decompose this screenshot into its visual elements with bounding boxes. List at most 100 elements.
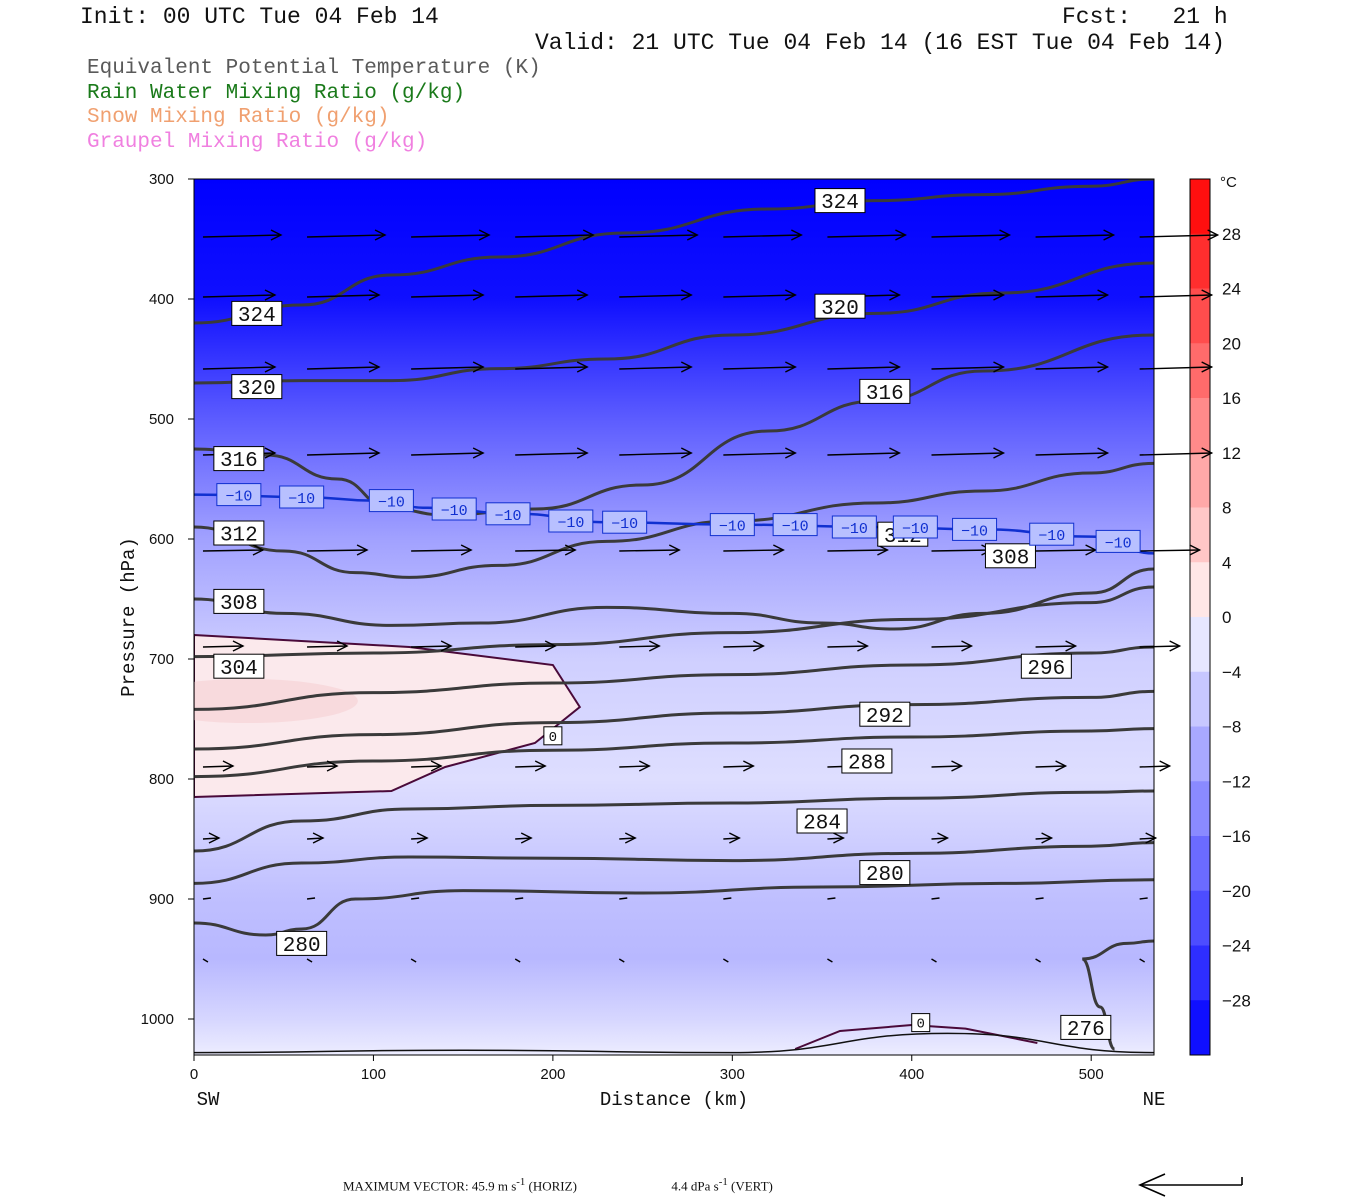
wind-vector-head — [430, 760, 443, 772]
wind-vector — [1139, 897, 1148, 900]
legend-rain: Rain Water Mixing Ratio (g/kg) — [87, 82, 466, 105]
wind-vector-head — [208, 832, 221, 844]
isotherm-label-box — [1095, 529, 1141, 553]
isotherm-label: −10 — [961, 523, 988, 540]
y-tick-label: 300 — [149, 171, 174, 188]
wind-vector-head — [638, 760, 651, 772]
wind-vector — [307, 765, 338, 768]
wind-vector — [1139, 837, 1156, 840]
colorbar-tick-label: 28 — [1222, 225, 1241, 244]
y-tick-label: 500 — [149, 411, 174, 428]
wind-vector-head — [743, 760, 755, 772]
isotherm-label-box — [709, 513, 755, 537]
theta-e-contour — [194, 585, 1154, 659]
wind-vector — [202, 645, 243, 648]
temperature-fill — [194, 179, 1154, 1055]
warm-region — [194, 633, 582, 799]
contour-label-box — [984, 543, 1036, 569]
wind-vector-head — [576, 361, 589, 373]
wind-vector — [827, 837, 844, 840]
y-tick-label: 400 — [149, 291, 174, 308]
reference-vector-head — [1138, 1173, 1166, 1197]
wind-vector-head — [264, 289, 277, 301]
isotherm-label: −10 — [719, 519, 746, 536]
contour-label: 320 — [821, 298, 859, 321]
wind-vector — [1139, 765, 1170, 768]
wind-vector — [306, 897, 316, 900]
contour-label: 276 — [1067, 1019, 1105, 1042]
colorbar-bin — [1190, 1000, 1210, 1056]
contour-label-box — [213, 653, 265, 679]
colorbar-tick-label: −4 — [1222, 663, 1241, 682]
vert-value: 4.4 dPa s — [671, 1178, 719, 1194]
wind-vector — [515, 549, 576, 552]
wind-vector — [307, 837, 324, 840]
colorbar-bin — [1190, 179, 1210, 235]
isotherm-label-box — [548, 509, 594, 533]
contour-label: 324 — [238, 305, 276, 328]
wind-vector — [723, 452, 796, 456]
wind-vector-head — [576, 289, 589, 301]
wind-vector — [931, 294, 1004, 298]
theta-e-contour — [194, 261, 1154, 385]
wind-vector-head — [785, 289, 797, 301]
wind-vector — [515, 645, 556, 648]
contour-label-box — [1020, 653, 1072, 679]
y-tick-label: 600 — [149, 531, 174, 548]
x-tick-label: 0 — [190, 1066, 198, 1083]
colorbar-bin — [1190, 836, 1210, 892]
wind-vector — [1139, 958, 1146, 963]
wind-vector — [619, 294, 692, 298]
vert-exp: -1 — [718, 1176, 728, 1188]
wind-vector — [1035, 366, 1108, 370]
horiz-value: 45.9 m s — [471, 1178, 517, 1194]
wind-vector-head — [937, 832, 950, 844]
wind-vector-head — [582, 229, 595, 241]
wind-vector — [515, 837, 532, 840]
contour-label: 288 — [848, 753, 886, 776]
colorbar-bin — [1190, 452, 1210, 508]
contour-label: 280 — [283, 935, 321, 958]
contour-label: 324 — [821, 192, 859, 215]
wind-vector — [202, 897, 212, 900]
wind-vector — [307, 452, 380, 456]
wind-vector — [411, 452, 484, 456]
isotherm-label-box — [772, 513, 818, 537]
wind-vector-head — [440, 640, 453, 652]
max-vector-label: MAXIMUM VECTOR: — [343, 1178, 469, 1194]
y-tick-label: 700 — [149, 651, 174, 668]
y-axis-label: Pressure (hPa) — [118, 537, 140, 697]
contour-label: 304 — [220, 658, 258, 681]
wind-vector-head — [312, 832, 325, 844]
wind-vector — [1035, 897, 1044, 900]
init-time: Init: 00 UTC Tue 04 Feb 14 — [80, 4, 439, 30]
wind-vector-head — [368, 289, 381, 301]
colorbar-bin — [1190, 890, 1210, 946]
isotherm-label-box — [952, 517, 998, 541]
endpoint-left: SW — [197, 1089, 220, 1111]
contour-label-box — [859, 378, 911, 404]
wind-vector — [514, 958, 521, 963]
colorbar-tick-label: −28 — [1222, 991, 1251, 1010]
colorbar-tick-label: 4 — [1222, 553, 1231, 572]
colorbar-tick-label: 8 — [1222, 499, 1231, 518]
colorbar-bin — [1190, 726, 1210, 782]
wind-vector-head — [374, 229, 387, 241]
wind-vector — [619, 452, 692, 456]
x-axis-label: Distance (km) — [600, 1089, 748, 1111]
wind-vector — [619, 765, 650, 768]
isotherm-label-box — [892, 515, 938, 539]
colorbar-unit: °C — [1220, 174, 1237, 191]
isotherm-label-box — [1029, 522, 1075, 546]
isotherm-label: −10 — [1105, 535, 1132, 552]
legend-snow: Snow Mixing Ratio (g/kg) — [87, 106, 390, 129]
wind-vector-head — [1103, 229, 1116, 241]
wind-vector — [723, 234, 802, 238]
wind-vector-head — [1201, 361, 1214, 373]
wind-vector-head — [889, 361, 901, 373]
y-tick-label: 800 — [149, 771, 174, 788]
wind-vector-head — [1085, 544, 1098, 556]
colorbar-bin — [1190, 343, 1210, 399]
wind-vector — [723, 897, 732, 900]
wind-vector-head — [1041, 832, 1054, 844]
